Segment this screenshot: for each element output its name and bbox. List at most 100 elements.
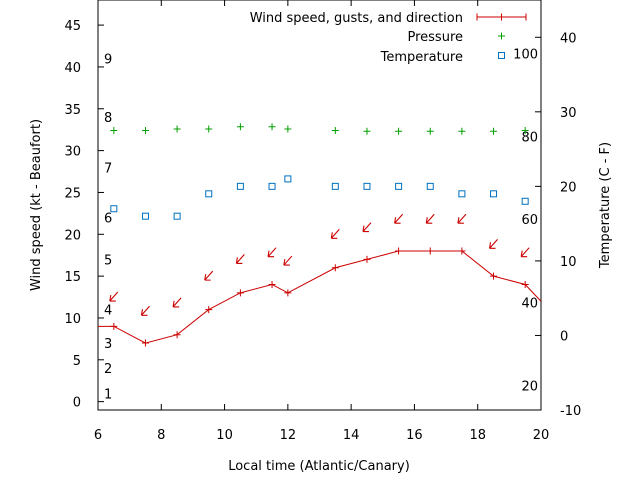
y-left-tick-label: 35 bbox=[64, 103, 81, 118]
wind-speed-point bbox=[173, 331, 181, 339]
wind-direction-arrow bbox=[267, 247, 277, 258]
wind-speed-point bbox=[363, 255, 371, 263]
y-left-tick-label: 10 bbox=[64, 312, 81, 327]
temperature-point bbox=[110, 205, 118, 213]
wind-speed-point bbox=[521, 280, 529, 288]
temperature-point bbox=[521, 197, 529, 205]
y-left-tick-label: 15 bbox=[64, 270, 81, 285]
legend-label-wind: Wind speed, gusts, and direction bbox=[250, 11, 463, 26]
y-right-tick-label: 10 bbox=[560, 255, 577, 270]
wind-direction-arrow bbox=[394, 213, 404, 224]
wind-direction-arrow bbox=[283, 255, 293, 266]
y-left-tick-label: 45 bbox=[64, 19, 81, 34]
y-axis-label-left: Wind speed (kt - Beaufort) bbox=[29, 119, 44, 291]
temperature-point bbox=[458, 190, 466, 198]
legend-symbol-pressure bbox=[498, 32, 505, 40]
wind-speed-point bbox=[110, 322, 118, 330]
wind-direction-arrow bbox=[457, 213, 467, 224]
fahrenheit-label: 20 bbox=[521, 379, 538, 394]
pressure-point bbox=[205, 125, 213, 133]
temperature-point bbox=[173, 212, 181, 220]
pressure-point bbox=[268, 123, 276, 131]
axis-ticks bbox=[97, 0, 542, 411]
beaufort-label: 3 bbox=[104, 337, 112, 352]
wind-direction-arrow bbox=[330, 228, 340, 239]
wind-speed-point bbox=[141, 339, 149, 347]
wind-speed-point bbox=[236, 289, 244, 297]
beaufort-label: 1 bbox=[104, 387, 112, 402]
temperature-point bbox=[205, 190, 213, 198]
wind-speed-point bbox=[205, 306, 213, 314]
y-right-tick-label: -10 bbox=[560, 404, 581, 419]
pressure-point bbox=[521, 126, 529, 134]
legend-label-temperature: Temperature bbox=[380, 50, 463, 65]
wind-speed-line bbox=[98, 250, 542, 344]
x-tick-label: 14 bbox=[343, 428, 360, 443]
pressure-point bbox=[426, 127, 434, 135]
x-tick-label: 18 bbox=[469, 428, 486, 443]
plot-area bbox=[97, 0, 542, 411]
y-right-tick-label: 30 bbox=[560, 106, 577, 121]
fahrenheit-label: 60 bbox=[521, 213, 538, 228]
y-right-tick-label: 20 bbox=[560, 180, 577, 195]
fahrenheit-label: 80 bbox=[521, 130, 538, 145]
legend: Wind speed, gusts, and direction Pressur… bbox=[250, 11, 527, 65]
axis-tick-labels: 6 8 10 12 14 16 18 20051015202530354045-1001020… bbox=[64, 19, 581, 443]
wind-speed-point bbox=[490, 272, 498, 280]
wind-direction-arrow bbox=[488, 238, 498, 249]
temperature-point bbox=[236, 182, 244, 190]
fahrenheit-label: 40 bbox=[521, 297, 538, 312]
pressure-point bbox=[173, 125, 181, 133]
beaufort-label: 2 bbox=[104, 362, 112, 377]
series-layer bbox=[98, 123, 542, 347]
pressure-point bbox=[141, 126, 149, 134]
wind-direction-arrow bbox=[235, 254, 245, 264]
temperature-point bbox=[284, 175, 292, 183]
legend-symbol-wind-marks bbox=[476, 13, 527, 21]
wind-direction-arrow bbox=[172, 297, 182, 308]
x-tick-label: 20 bbox=[533, 428, 550, 443]
beaufort-label: 6 bbox=[104, 212, 112, 227]
legend-symbols bbox=[476, 13, 527, 59]
beaufort-label: 5 bbox=[104, 253, 112, 268]
temperature-point bbox=[268, 182, 276, 190]
y-axis-label-right: Temperature (C - F) bbox=[598, 142, 613, 269]
wind-speed-point bbox=[268, 280, 276, 288]
wind-direction-arrow bbox=[204, 270, 214, 281]
wind-direction-arrow bbox=[425, 213, 435, 224]
pressure-point bbox=[284, 125, 292, 133]
wind-speed-point bbox=[284, 289, 292, 297]
pressure-point bbox=[395, 127, 403, 135]
pressure-point bbox=[110, 126, 118, 134]
pressure-point bbox=[363, 127, 371, 135]
pressure-point bbox=[458, 127, 466, 135]
y-right-tick-label: 0 bbox=[560, 329, 568, 344]
pressure-point bbox=[236, 123, 244, 131]
beaufort-label: 4 bbox=[104, 304, 112, 319]
wind-direction-arrow bbox=[140, 305, 150, 316]
x-tick-label: 8 bbox=[157, 428, 165, 443]
temperature-point bbox=[363, 182, 371, 190]
pressure-point bbox=[490, 127, 498, 135]
x-tick-label: 10 bbox=[216, 428, 233, 443]
beaufort-label: 7 bbox=[104, 161, 112, 176]
temperature-point bbox=[331, 182, 339, 190]
y-left-tick-label: 5 bbox=[73, 354, 81, 369]
y-left-tick-label: 20 bbox=[64, 228, 81, 243]
y-left-tick-label: 25 bbox=[64, 186, 81, 201]
wind-speed-point bbox=[458, 247, 466, 255]
wind-direction-arrow bbox=[520, 247, 530, 258]
x-tick-label: 6 bbox=[94, 428, 102, 443]
temperature-point bbox=[395, 182, 403, 190]
beaufort-label: 8 bbox=[104, 111, 112, 126]
pressure-point bbox=[331, 126, 339, 134]
y-right-tick-label: 40 bbox=[560, 31, 577, 46]
y-left-tick-label: 30 bbox=[64, 145, 81, 160]
y-left-tick-label: 40 bbox=[64, 61, 81, 76]
wind-speed-point bbox=[426, 247, 434, 255]
x-tick-label: 16 bbox=[406, 428, 423, 443]
y-left-tick-label: 0 bbox=[73, 396, 81, 411]
temperature-point bbox=[426, 182, 434, 190]
beaufort-label: 9 bbox=[104, 53, 112, 68]
